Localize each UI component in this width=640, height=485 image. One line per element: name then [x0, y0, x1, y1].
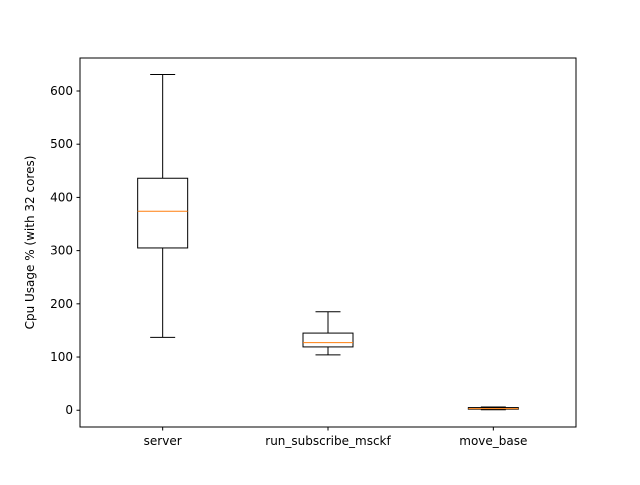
y-tick-label: 0 — [65, 403, 73, 417]
box-body — [302, 332, 354, 348]
y-tick-label: 200 — [50, 297, 73, 311]
x-axis-ticks: server run_subscribe_msckf move_base — [144, 427, 527, 448]
plot-marks — [137, 73, 519, 411]
x-tick-label: run_subscribe_msckf — [265, 434, 391, 448]
box-body — [137, 177, 189, 249]
axes-frame — [79, 57, 577, 428]
y-tick-label: 300 — [50, 244, 73, 258]
y-axis-label: Cpu Usage % (with 32 cores) — [23, 156, 37, 330]
y-tick-label: 500 — [50, 137, 73, 151]
box-group-1 — [302, 311, 354, 356]
y-tick-label: 100 — [50, 350, 73, 364]
y-tick-label: 400 — [50, 190, 73, 204]
y-tick-label: 600 — [50, 84, 73, 98]
x-tick-label: server — [144, 434, 182, 448]
y-axis-ticks: 0 100 200 300 400 500 600 — [50, 84, 80, 417]
box-group-0 — [137, 73, 189, 338]
box-group-2 — [467, 406, 519, 411]
x-tick-label: move_base — [459, 434, 527, 448]
